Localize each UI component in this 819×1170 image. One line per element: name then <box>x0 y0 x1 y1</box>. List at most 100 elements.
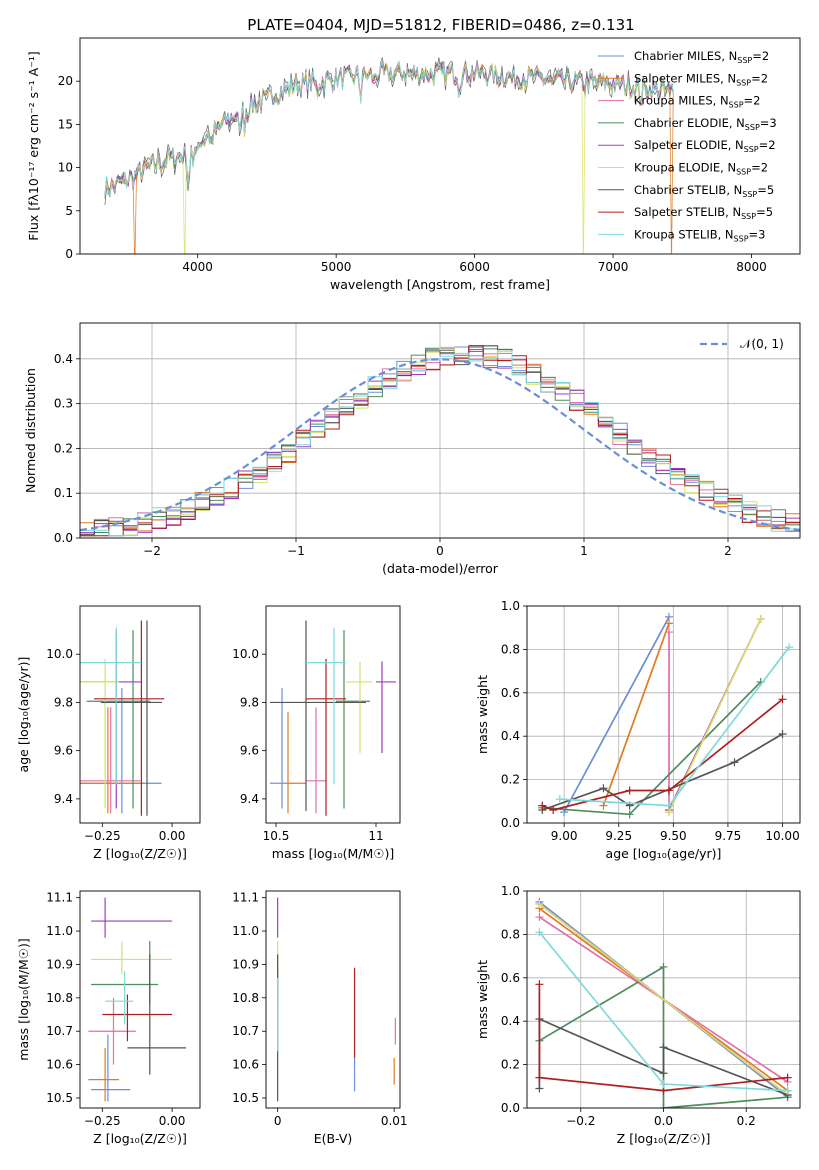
axes-frame <box>265 605 401 824</box>
residual-histogram-step <box>80 345 800 537</box>
legend-label: Salpeter ELODIE, NSSP=2 <box>634 138 776 154</box>
point-marker <box>535 980 544 989</box>
y-tick-label: 1.0 <box>501 599 520 613</box>
x-tick-label: −2 <box>143 544 161 558</box>
legend-label: Kroupa ELODIE, NSSP=2 <box>634 161 768 177</box>
x-axis-label: (data-model)/error <box>382 561 499 576</box>
y-axis-label: Flux [fλ10⁻¹⁷ erg cm⁻² s⁻¹ A⁻¹] <box>26 51 41 240</box>
legend-label: Chabrier MILES, NSSP=2 <box>634 49 769 65</box>
y-tick-label: 10.0 <box>232 647 259 661</box>
x-tick-label: 8000 <box>736 260 767 274</box>
axes-frame <box>79 605 201 824</box>
point-marker <box>549 805 558 814</box>
y-tick-label: 9.6 <box>240 744 259 758</box>
x-axis-label: Z [log₁₀(Z/Z☉)] <box>93 846 187 861</box>
y-tick-label: 0.6 <box>501 686 520 700</box>
y-tick-label: 0.4 <box>501 729 520 743</box>
x-axis-label: mass [log₁₀(M/M☉)] <box>272 846 394 861</box>
y-tick-label: 10.0 <box>46 647 73 661</box>
y-tick-label: 10.8 <box>232 991 259 1005</box>
weight-line <box>559 646 790 807</box>
point-marker <box>659 1043 668 1052</box>
y-axis-label: mass weight <box>475 675 490 754</box>
x-axis-label: wavelength [Angstrom, rest frame] <box>330 277 550 292</box>
y-tick-label: 9.8 <box>54 695 73 709</box>
x-tick-label: 11 <box>368 829 383 843</box>
x-tick-label: 0.01 <box>381 1114 408 1128</box>
weight-line <box>563 616 670 813</box>
point-marker <box>535 1073 544 1082</box>
x-tick-label: 4000 <box>182 260 213 274</box>
mass-vs-ebv-panel: 0 0.01 10.5 10.6 10.7 10.8 10.9 11.0 11.1 E(B-V) <box>232 890 408 1146</box>
y-tick-label: 10.7 <box>46 1024 73 1038</box>
y-tick-label: 9.6 <box>54 744 73 758</box>
y-tick-label: 10 <box>58 161 73 175</box>
plot-area <box>270 620 396 816</box>
plot-area <box>277 897 396 1102</box>
point-marker <box>664 628 673 637</box>
axes-frame <box>79 37 801 255</box>
point-marker <box>625 810 634 819</box>
point-marker <box>664 786 673 795</box>
y-tick-label: 10.5 <box>232 1091 259 1105</box>
y-tick-label: 10.9 <box>232 957 259 971</box>
y-tick-label: 0.4 <box>54 352 73 366</box>
x-tick-label: −0.2 <box>566 1114 595 1128</box>
weight-vs-age-panel: 9.00 9.25 9.50 9.75 10.00 0.0 0.2 0.4 0.6 0.8 1.0 a… <box>475 599 801 861</box>
point-marker <box>778 730 787 739</box>
y-tick-label: 0.8 <box>501 642 520 656</box>
y-tick-label: 10.8 <box>46 991 73 1005</box>
y-tick-label: 5 <box>65 204 73 218</box>
y-tick-label: 11.1 <box>46 891 73 905</box>
x-tick-label: 10.00 <box>765 829 799 843</box>
y-tick-label: 10.6 <box>232 1058 259 1072</box>
point-marker <box>535 928 544 937</box>
x-tick-label: 2 <box>724 544 732 558</box>
point-marker <box>538 801 547 810</box>
y-tick-label: 9.8 <box>240 695 259 709</box>
residual-histogram-panel: −2 −1 0 1 2 0.0 0.1 0.2 0.3 0.4 (data-model)/error… <box>23 322 801 576</box>
y-tick-label: 10.6 <box>46 1058 73 1072</box>
y-tick-label: 9.4 <box>240 792 259 806</box>
y-tick-label: 0.4 <box>501 1014 520 1028</box>
y-tick-label: 0.1 <box>54 486 73 500</box>
point-marker <box>555 795 564 804</box>
residual-histogram-step <box>80 350 800 537</box>
x-axis-label: Z [log₁₀(Z/Z☉)] <box>617 1131 711 1146</box>
x-tick-label: −1 <box>287 544 305 558</box>
x-tick-label: 9.25 <box>605 829 632 843</box>
y-tick-label: 0.0 <box>54 531 73 545</box>
plot-area <box>80 620 165 816</box>
plot-area <box>104 57 674 254</box>
legend-label: Salpeter STELIB, NSSP=5 <box>634 205 773 221</box>
point-marker <box>756 615 765 624</box>
weight-line <box>538 965 788 1108</box>
y-tick-label: 10.7 <box>232 1024 259 1038</box>
point-marker <box>625 786 634 795</box>
x-tick-label: 0.00 <box>159 1114 186 1128</box>
point-marker <box>599 801 608 810</box>
x-tick-label: 0 <box>274 1114 282 1128</box>
x-tick-label: −0.25 <box>84 1114 121 1128</box>
y-tick-label: 10.5 <box>46 1091 73 1105</box>
y-tick-label: 20 <box>58 74 73 88</box>
weight-line <box>668 618 762 813</box>
y-tick-label: 0.8 <box>501 927 520 941</box>
point-marker <box>659 1104 668 1108</box>
y-tick-label: 1.0 <box>501 884 520 898</box>
y-tick-label: 0.3 <box>54 397 73 411</box>
x-axis-label: E(B-V) <box>314 1131 353 1146</box>
point-marker <box>659 962 668 971</box>
spectrum-line <box>104 60 674 197</box>
y-tick-label: 11.0 <box>232 924 259 938</box>
point-marker <box>664 801 673 810</box>
y-tick-label: 10.9 <box>46 957 73 971</box>
x-tick-label: −0.25 <box>84 829 121 843</box>
plot-area <box>538 612 794 819</box>
y-tick-label: 0.2 <box>54 441 73 455</box>
weight-line <box>538 903 789 1096</box>
point-marker <box>599 784 608 793</box>
spectrum-panel: 4000 5000 6000 7000 8000 0 5 10 15 20 wavelength [… <box>26 37 801 292</box>
point-marker <box>659 1080 668 1089</box>
y-tick-label: 0.0 <box>501 816 520 830</box>
